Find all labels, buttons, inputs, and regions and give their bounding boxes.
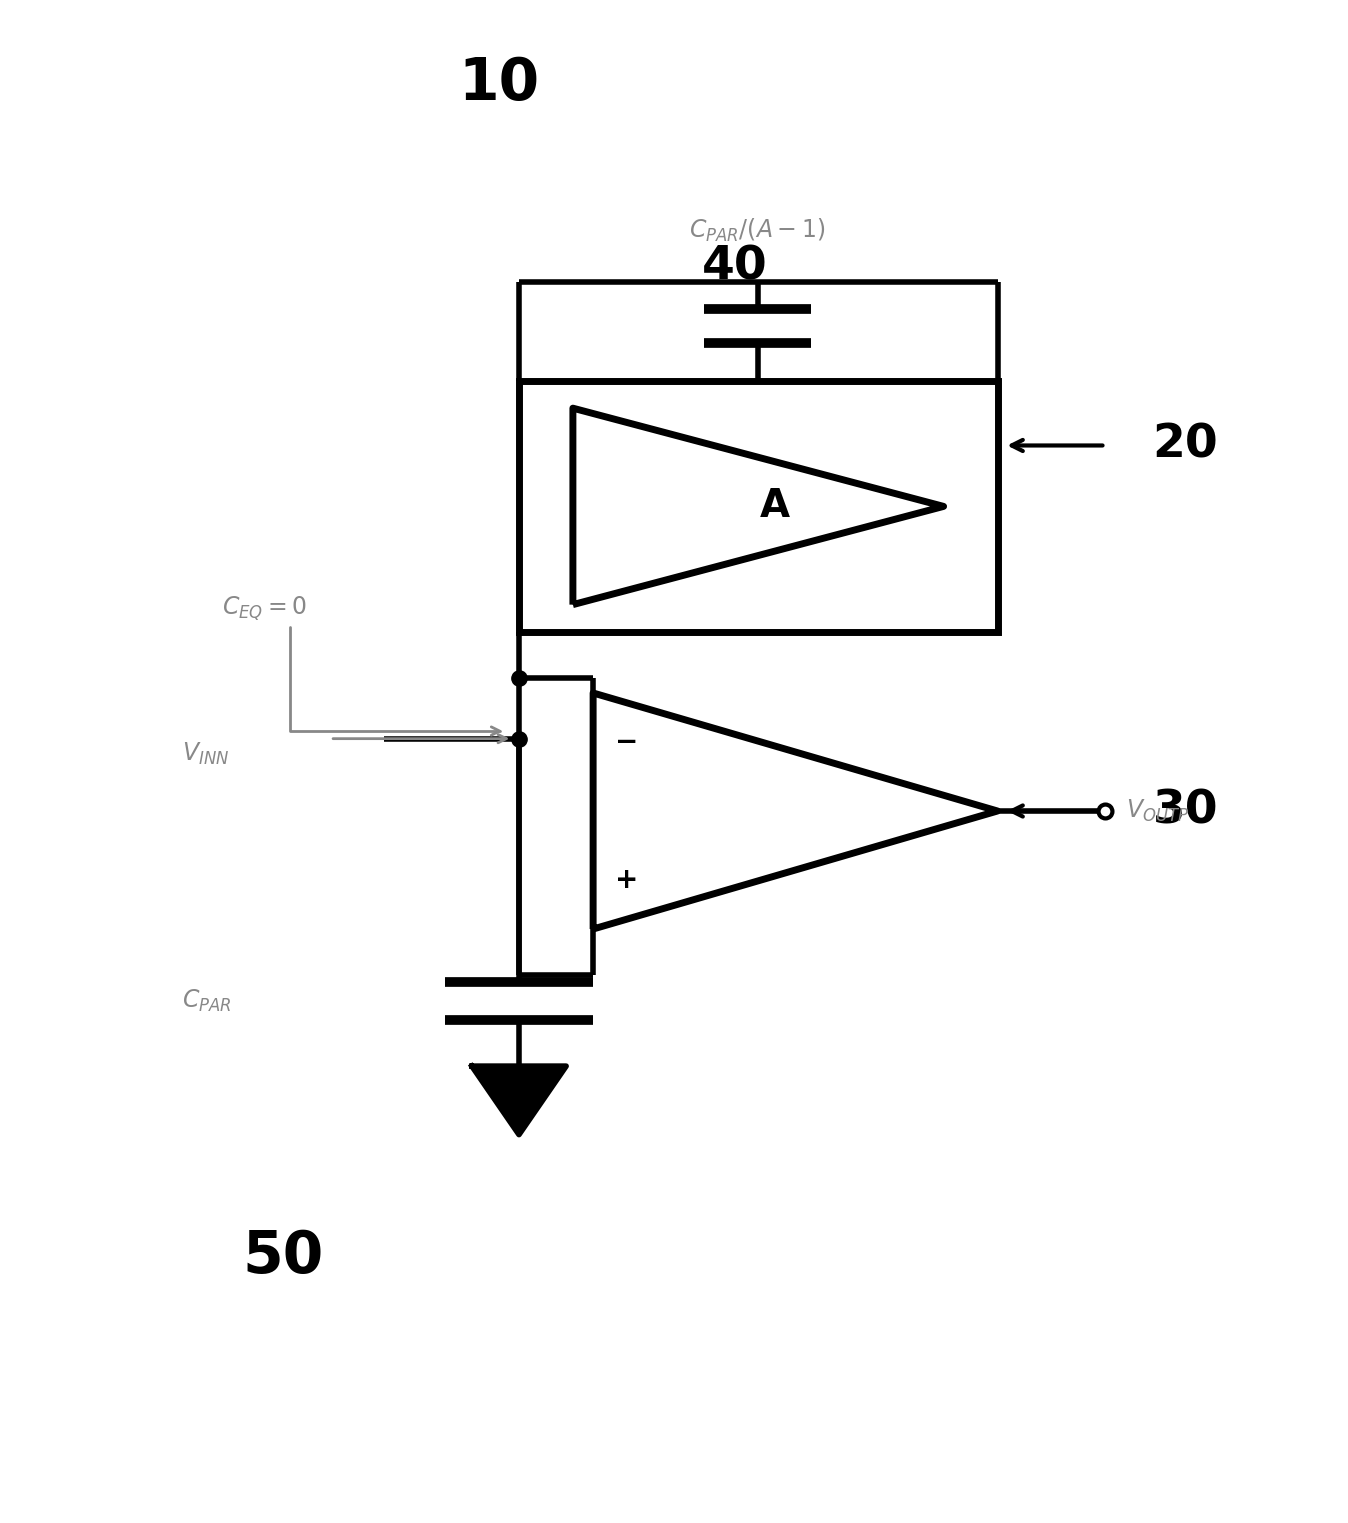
Text: $V_{INN}$: $V_{INN}$ <box>182 740 229 768</box>
Text: +: + <box>615 867 639 894</box>
Text: $V_{OUTP}$: $V_{OUTP}$ <box>1126 798 1189 824</box>
Text: $C_{EQ}=0$: $C_{EQ}=0$ <box>222 595 307 623</box>
Text: 30: 30 <box>1153 789 1219 833</box>
Text: 20: 20 <box>1153 423 1219 468</box>
Text: −: − <box>615 728 639 755</box>
Text: $C_{PAR}/(A-1)$: $C_{PAR}/(A-1)$ <box>689 216 826 244</box>
Text: 10: 10 <box>458 55 539 113</box>
Text: 50: 50 <box>243 1228 324 1285</box>
Text: 40: 40 <box>702 244 767 289</box>
Polygon shape <box>472 1066 566 1135</box>
Bar <box>519 381 998 632</box>
Text: $C_{PAR}$: $C_{PAR}$ <box>182 988 232 1014</box>
Text: A: A <box>760 487 790 525</box>
